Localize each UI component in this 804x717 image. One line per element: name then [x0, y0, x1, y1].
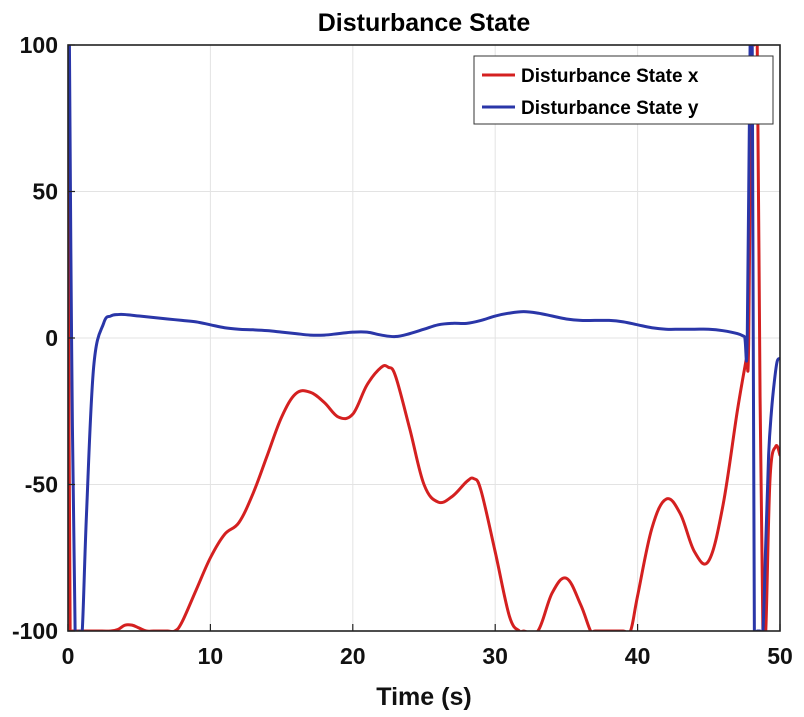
y-tick-label: -50 [25, 472, 58, 498]
x-tick-label: 20 [340, 643, 366, 669]
x-tick-label: 10 [198, 643, 224, 669]
x-tick-label: 0 [62, 643, 75, 669]
y-tick-label: 0 [45, 325, 58, 351]
legend-label-x: Disturbance State x [521, 66, 699, 87]
legend-box [473, 55, 774, 125]
x-axis-label: Time (s) [376, 683, 471, 711]
y-tick-label: 100 [20, 32, 58, 58]
x-axis-ticks: 0 10 20 30 40 50 [62, 624, 793, 669]
x-tick-label: 50 [767, 643, 793, 669]
legend-label-y: Disturbance State y [521, 98, 699, 119]
grid [68, 45, 780, 631]
x-tick-label: 40 [625, 643, 651, 669]
y-tick-label: 50 [32, 179, 58, 205]
legend: Disturbance State x Disturbance State y [473, 55, 774, 125]
y-axis-ticks: -100 -50 0 50 100 [12, 32, 75, 644]
y-tick-label: -100 [12, 618, 58, 644]
x-tick-label: 30 [482, 643, 508, 669]
chart-title: Disturbance State [318, 9, 531, 37]
